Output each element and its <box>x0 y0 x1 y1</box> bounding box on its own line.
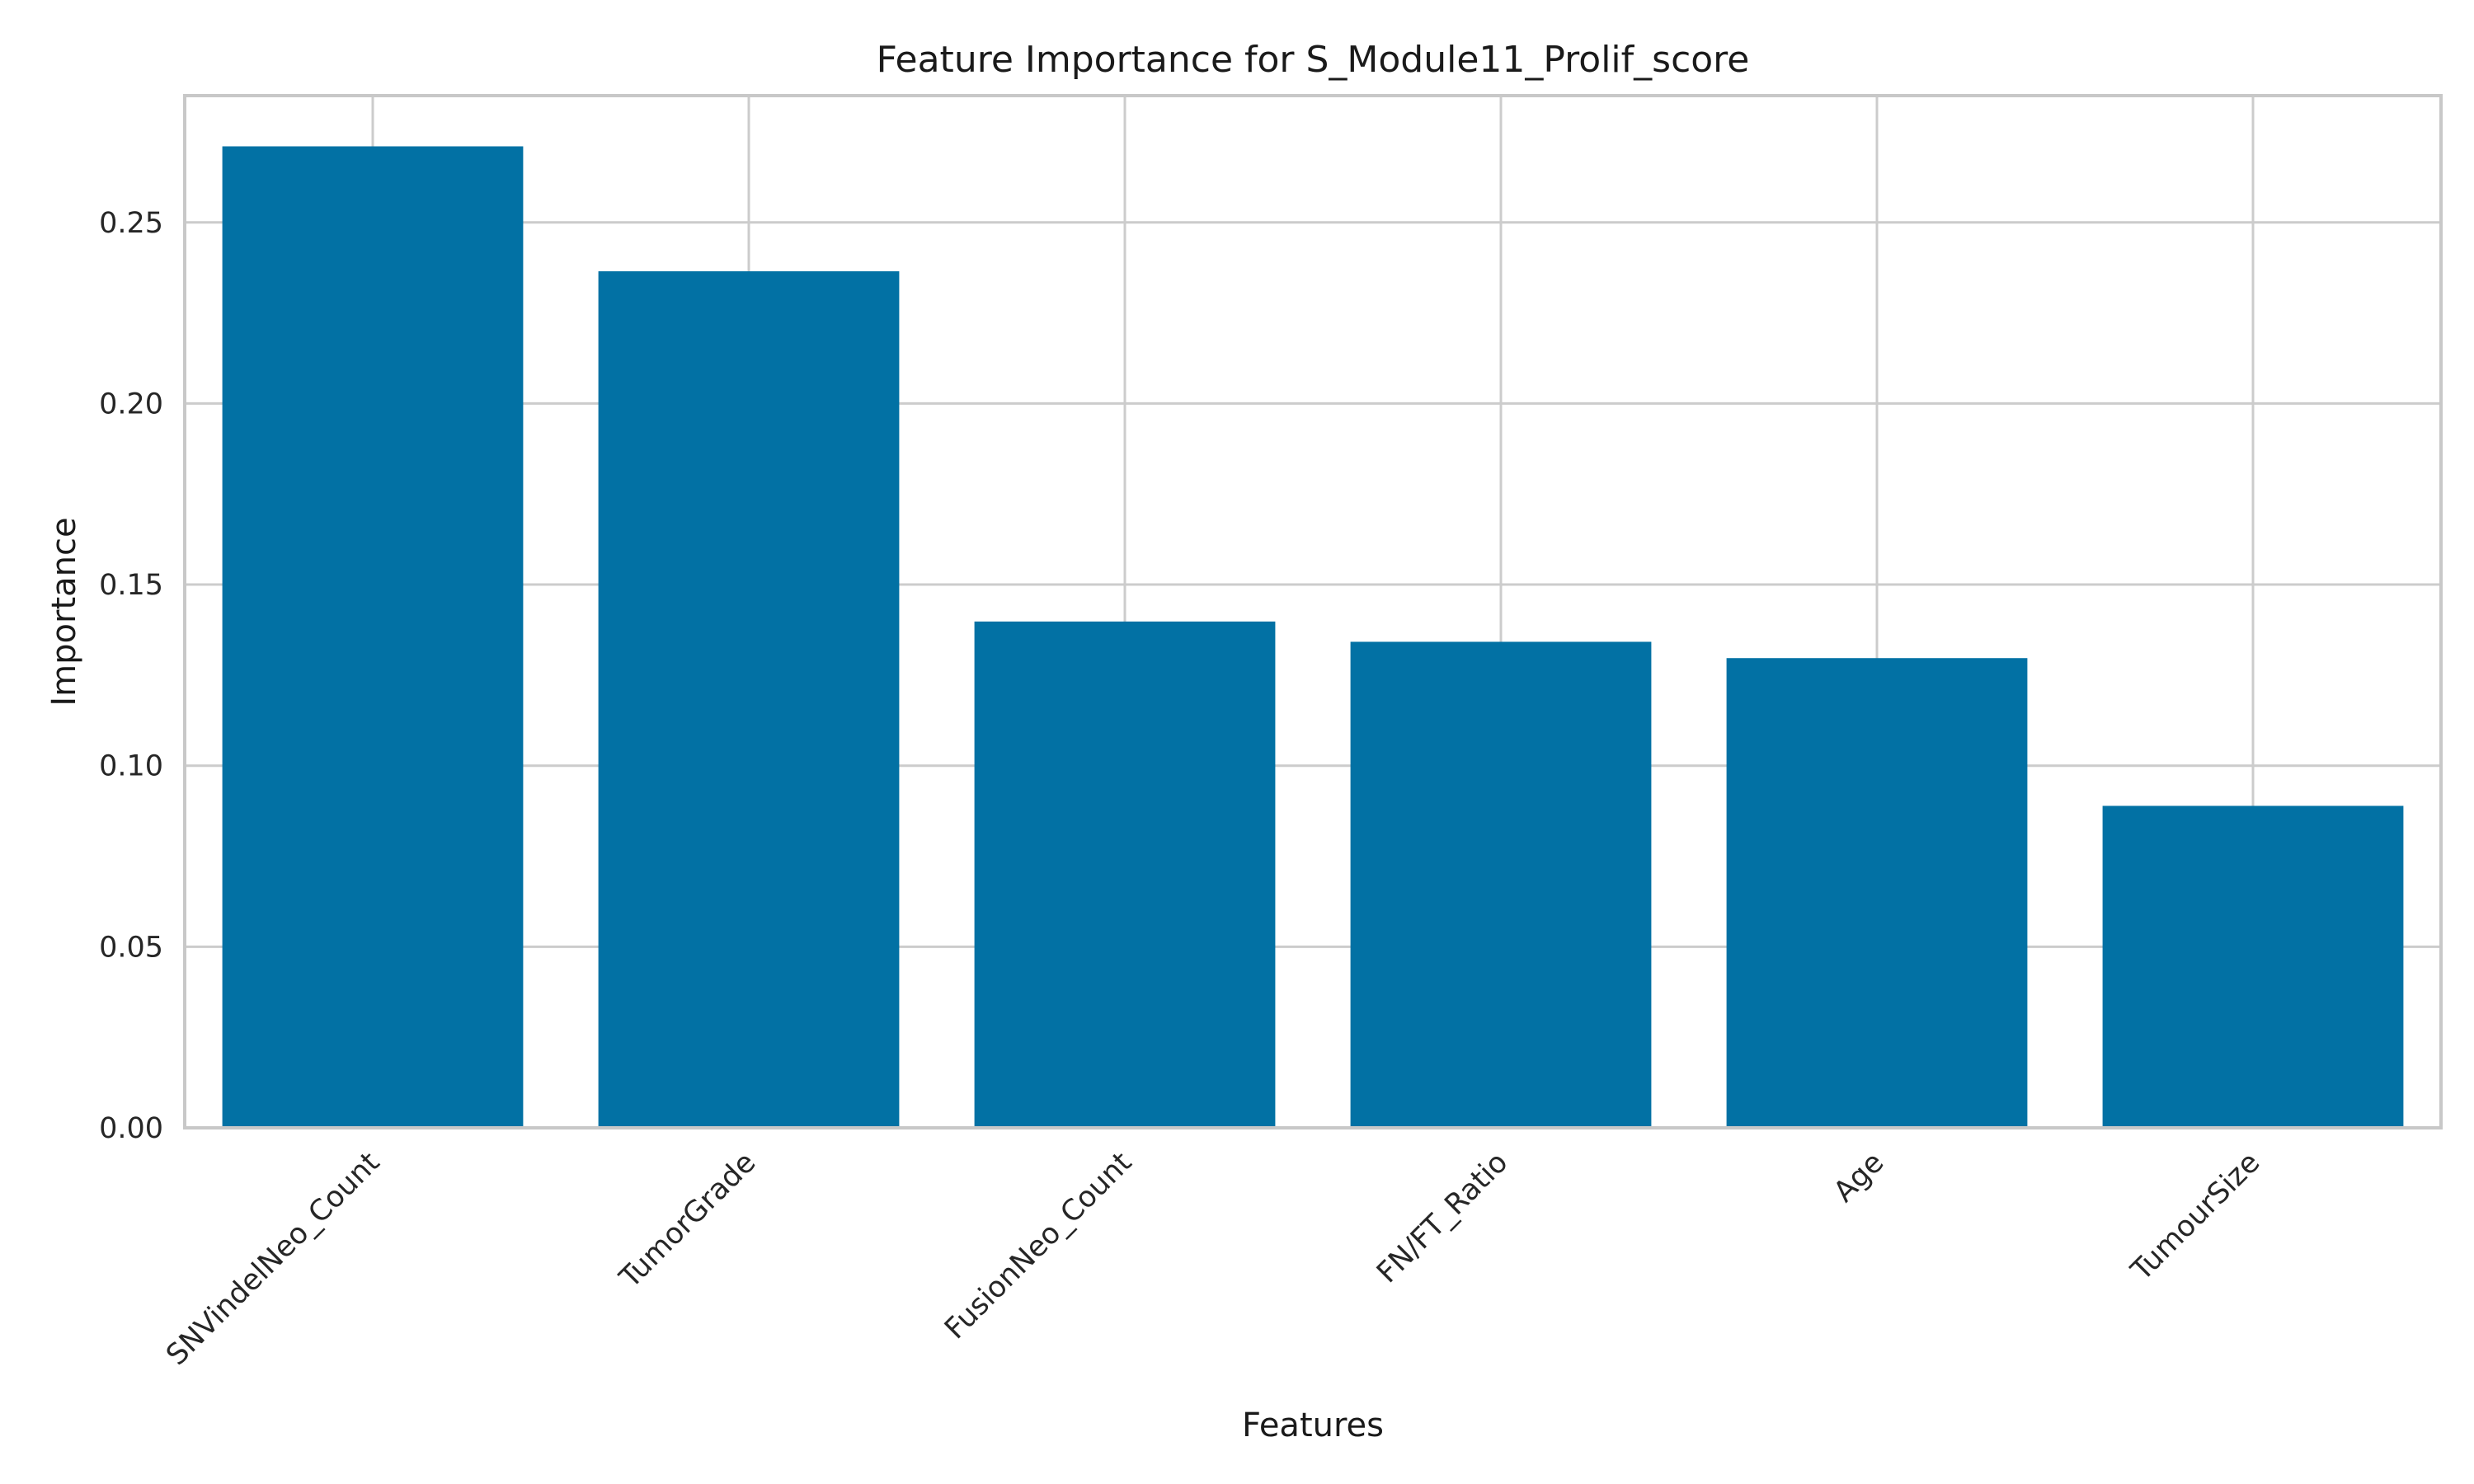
x-tick-label: SNVindelNeo_Count <box>160 1146 386 1372</box>
grid-lines <box>185 96 2441 1129</box>
bar <box>598 271 900 1128</box>
bar <box>1726 658 2028 1128</box>
plot-frame <box>183 94 2443 1129</box>
x-tick-labels: SNVindelNeo_Count TumorGrade FusionNeo_Cou… <box>160 1146 2266 1372</box>
x-axis-label: Features <box>1242 1407 1384 1444</box>
bar <box>974 621 1276 1128</box>
y-tick-label: 0.25 <box>99 207 163 240</box>
chart-title: Feature Importance for S_Module11_Prolif… <box>877 39 1750 81</box>
y-tick-label: 0.15 <box>99 569 163 602</box>
y-tick-labels: 0.00 0.05 0.10 0.15 0.20 0.25 <box>99 207 163 1145</box>
x-tick-label: TumourSize <box>2124 1146 2266 1288</box>
bar <box>1350 641 1652 1128</box>
y-tick-label: 0.20 <box>99 387 163 420</box>
bar <box>2102 805 2404 1128</box>
x-tick-label: FN/FT_Ratio <box>1371 1146 1514 1289</box>
x-tick-label: Age <box>1827 1146 1890 1209</box>
y-tick-label: 0.05 <box>99 931 163 964</box>
x-tick-label: TumorGrade <box>613 1146 762 1295</box>
y-tick-label: 0.10 <box>99 750 163 783</box>
x-tick-label: FusionNeo_Count <box>938 1146 1138 1345</box>
y-tick-label: 0.00 <box>99 1112 163 1145</box>
bars <box>222 146 2404 1129</box>
bar <box>222 146 524 1129</box>
y-axis-label: Importance <box>45 517 83 706</box>
